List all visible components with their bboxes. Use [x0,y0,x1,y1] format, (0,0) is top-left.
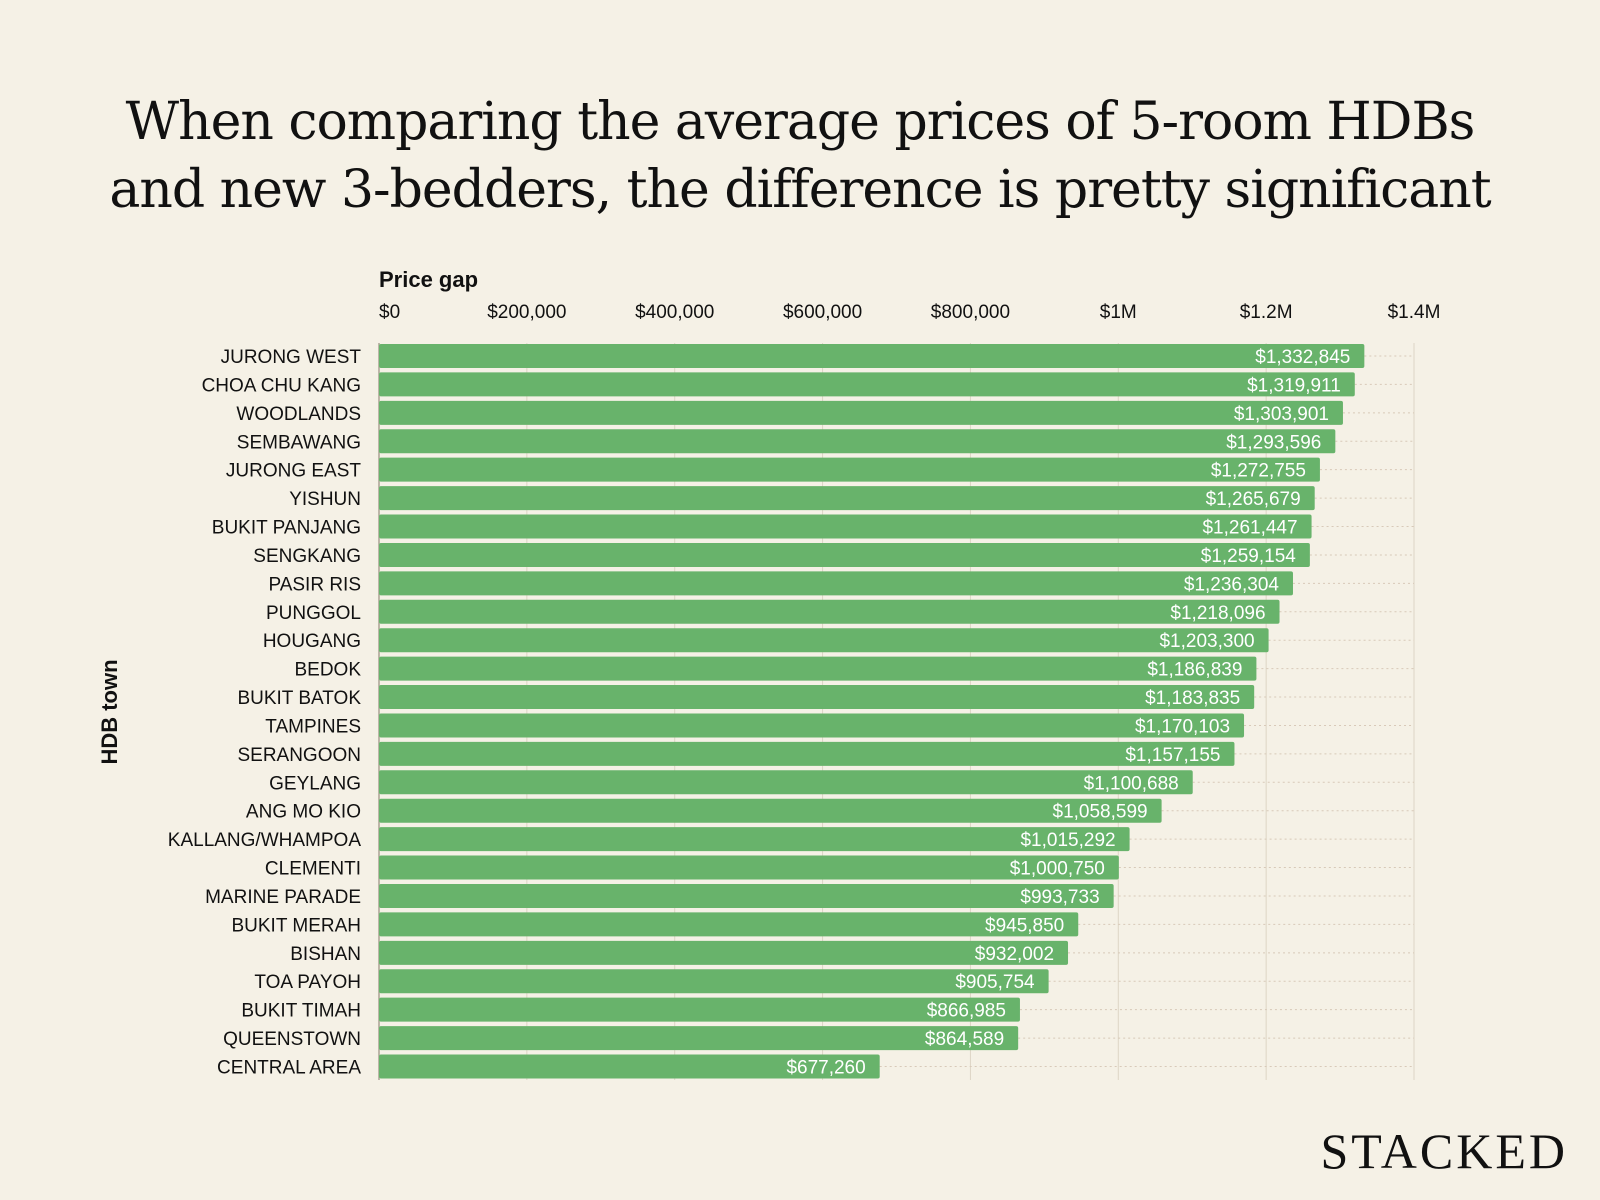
bar [379,514,1312,539]
x-tick-label: $1.2M [1240,302,1293,323]
data-label: $1,157,155 [1125,745,1220,766]
bar [379,713,1245,738]
category-label: MARINE PARADE [205,887,361,908]
category-label: HOUGANG [263,631,361,652]
category-label: QUEENSTOWN [223,1029,361,1050]
data-label: $1,186,839 [1147,660,1242,681]
category-label: CENTRAL AREA [217,1058,361,1079]
x-tick-label: $400,000 [635,302,714,323]
data-label: $1,015,292 [1020,830,1115,851]
category-label: ANG MO KIO [246,802,361,823]
y-axis-title: HDB town [97,659,122,764]
data-label: $1,265,679 [1206,489,1301,510]
bar [379,486,1315,511]
category-label: GEYLANG [269,773,361,794]
data-label: $1,259,154 [1201,546,1297,567]
category-label: TAMPINES [265,716,361,737]
category-label: PUNGGOL [266,603,361,624]
data-label: $1,272,755 [1211,461,1306,482]
bar [379,855,1119,880]
bar [379,1054,880,1079]
category-label: BUKIT TIMAH [241,1001,361,1022]
bar [379,883,1114,908]
bar [379,1026,1019,1051]
bar [379,542,1310,567]
category-label: TOA PAYOH [254,972,361,993]
category-label: BUKIT MERAH [231,915,361,936]
bar [379,344,1365,368]
bar [379,770,1193,795]
bar [379,685,1255,710]
category-label: SENGKANG [253,546,361,567]
data-label: $864,589 [925,1029,1004,1050]
bar [379,969,1049,994]
category-label: BUKIT BATOK [237,688,361,709]
x-tick-label: $0 [379,302,400,323]
data-label: $993,733 [1020,887,1099,908]
data-label: $1,303,901 [1234,404,1329,425]
data-label: $1,319,911 [1247,375,1341,396]
x-tick-label: $1.4M [1388,302,1441,323]
data-label: $1,183,835 [1145,688,1240,709]
bar [379,372,1355,397]
chart-title: When comparing the average prices of 5-r… [0,88,1600,224]
x-tick-label: $200,000 [487,302,566,323]
bar [379,429,1336,454]
data-label: $1,000,750 [1010,859,1105,880]
category-label: BEDOK [294,660,361,681]
x-tick-label: $600,000 [783,302,862,323]
bar [379,457,1320,482]
bar [379,741,1235,766]
data-label: $1,218,096 [1170,603,1265,624]
category-label: JURONG WEST [221,347,362,368]
category-label: BISHAN [290,944,361,965]
category-label: JURONG EAST [226,461,362,482]
x-axis-title: Price gap [379,267,478,292]
x-tick-label: $800,000 [931,302,1010,323]
category-label: CHOA CHU KANG [202,375,361,396]
data-label: $945,850 [985,915,1064,936]
data-label: $1,058,599 [1053,802,1148,823]
bar [379,912,1079,937]
bar [379,827,1130,852]
category-label: WOODLANDS [236,404,361,425]
category-label: SEMBAWANG [237,432,361,453]
data-label: $1,261,447 [1202,518,1297,539]
data-label: $1,203,300 [1159,631,1254,652]
bar [379,997,1020,1022]
category-label: SERANGOON [237,745,361,766]
data-label: $677,260 [786,1058,865,1079]
category-label: CLEMENTI [265,859,361,880]
title-line-1: When comparing the average prices of 5-r… [125,92,1476,152]
data-label: $1,236,304 [1184,574,1280,595]
category-label: BUKIT PANJANG [212,518,361,539]
bar [379,940,1069,965]
bar [379,571,1293,596]
data-label: $905,754 [955,972,1035,993]
data-label: $932,002 [975,944,1054,965]
category-label: KALLANG/WHAMPOA [168,830,362,851]
data-label: $1,100,688 [1084,773,1179,794]
x-tick-label: $1M [1100,302,1137,323]
category-label: YISHUN [289,489,361,510]
data-label: $866,985 [927,1001,1006,1022]
data-label: $1,293,596 [1226,432,1321,453]
bar [379,400,1343,425]
bar [379,798,1162,823]
title-line-2: and new 3-bedders, the difference is pre… [109,160,1491,220]
data-label: $1,332,845 [1255,347,1350,368]
data-label: $1,170,103 [1135,716,1230,737]
bar [379,656,1257,681]
bar [379,599,1280,624]
brand-logo: STACKED [1320,1123,1568,1179]
category-label: PASIR RIS [268,574,361,595]
bar [379,628,1269,653]
